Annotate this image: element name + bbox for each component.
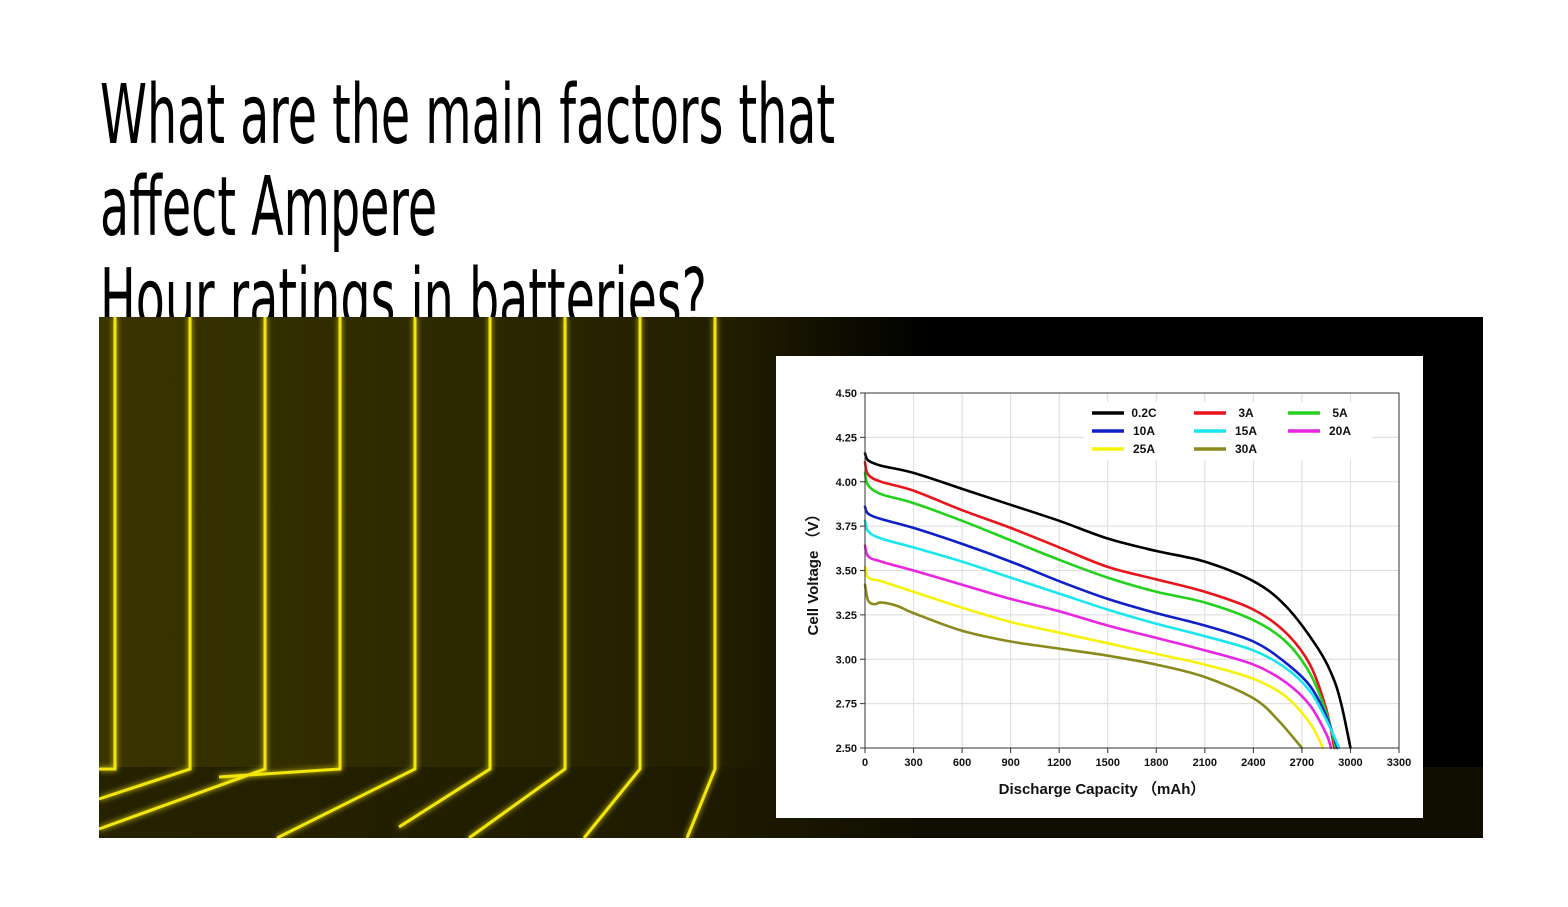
series-line-3a [863,460,1336,750]
neon-line [276,317,417,838]
legend-label: 0.2C [1131,406,1157,420]
y-tick-label: 2.50 [836,743,857,755]
x-tick-label: 300 [904,757,922,769]
x-tick-label: 600 [953,757,971,769]
x-tick-label: 1500 [1095,757,1119,769]
chart-card: 0 300 600 900 1200 1500 1800 2100 2400 2700 3000 33… [776,356,1423,818]
x-tick-label: 2100 [1193,757,1217,769]
y-axis-label: Cell Voltage （V） [804,507,822,636]
y-tick-label: 4.00 [836,477,857,489]
x-tick-label: 2400 [1241,757,1265,769]
x-tick-label: 3300 [1387,757,1411,769]
y-tick-label: 3.25 [836,610,857,622]
series-line-20a [863,544,1333,750]
y-tick-label: 3.50 [836,566,857,578]
legend-label: 20A [1329,424,1351,438]
y-tick-label: 2.75 [836,699,857,711]
neon-line [685,317,717,838]
series-line-25a [863,565,1325,750]
neon-line [398,317,492,829]
neon-line [99,317,267,831]
x-tick-label: 0 [862,757,868,769]
neon-line [582,317,642,838]
legend-label: 30A [1235,442,1257,456]
x-tick-label: 900 [1001,757,1019,769]
y-tick-label: 4.50 [836,388,857,400]
legend: 0.2C 3A 5A 10A 15A 20A 25A 30A [1084,402,1372,460]
series-line-0-2c [863,452,1352,750]
legend-label: 5A [1332,406,1348,420]
legend-background [1084,402,1372,460]
x-tick-label: 1200 [1047,757,1071,769]
x-axis-label: Discharge Capacity （mAh） [999,780,1206,798]
neon-line [218,317,342,779]
y-tick-label: 4.25 [836,432,857,444]
legend-label: 3A [1238,406,1254,420]
hero-banner: 0 300 600 900 1200 1500 1800 2100 2400 2700 3000 33… [99,317,1483,838]
neon-line [99,317,117,771]
discharge-chart: 0 300 600 900 1200 1500 1800 2100 2400 2700 3000 33… [804,388,1412,798]
series-line-15a [863,519,1341,750]
y-tick-label: 3.00 [836,654,857,666]
x-tick-label: 2700 [1290,757,1314,769]
axis-ticks: 0 300 600 900 1200 1500 1800 2100 2400 2700 3000 33… [836,388,1412,769]
series-line-5a [863,471,1338,750]
series-lines [863,452,1352,750]
x-tick-label: 3000 [1338,757,1362,769]
neon-lines [99,317,717,838]
legend-label: 10A [1133,424,1155,438]
page-title: What are the main factors that affect Am… [100,68,836,347]
x-tick-label: 1800 [1144,757,1168,769]
neon-line [468,317,567,838]
series-line-10a [863,505,1339,750]
series-line-30a [863,583,1304,750]
neon-line [99,317,192,801]
legend-label: 25A [1133,442,1155,456]
y-tick-label: 3.75 [836,521,857,533]
legend-label: 15A [1235,424,1257,438]
